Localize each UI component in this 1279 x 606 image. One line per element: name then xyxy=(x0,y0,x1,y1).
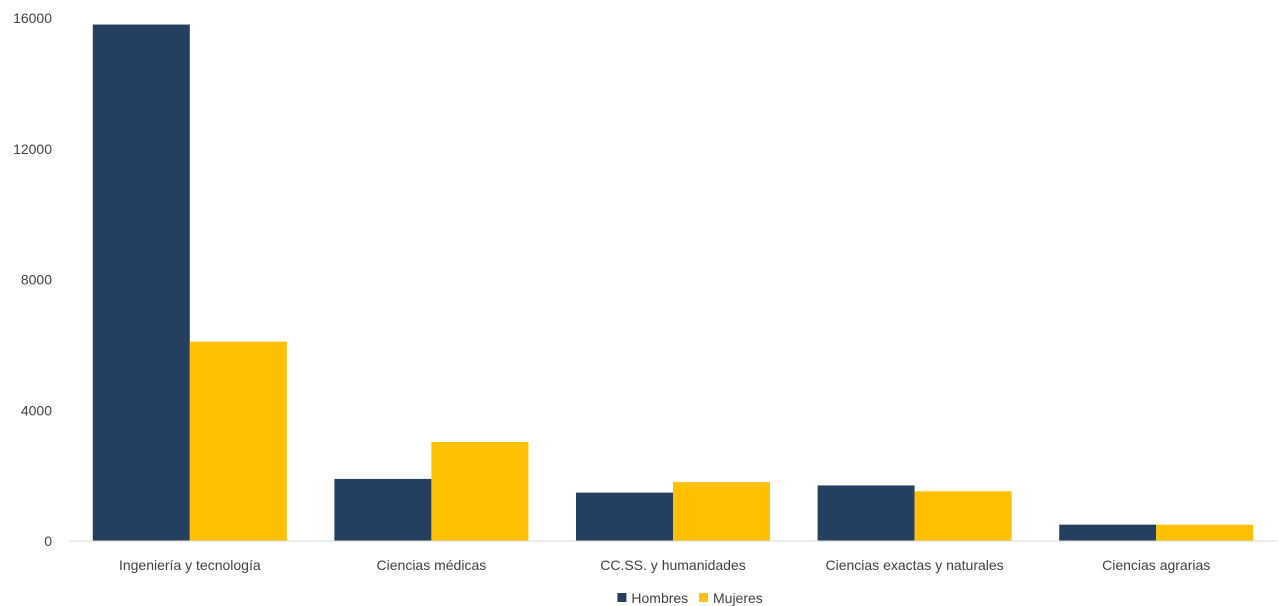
x-tick-label: Ciencias médicas xyxy=(377,557,487,573)
legend-swatch-mujeres xyxy=(699,593,708,602)
bar-hombres xyxy=(817,485,915,541)
legend-label-mujeres: Mujeres xyxy=(713,590,763,606)
bar-mujeres xyxy=(1156,524,1254,541)
y-tick-label: 16000 xyxy=(13,10,52,26)
y-tick-label: 0 xyxy=(44,533,52,549)
legend: Hombres Mujeres xyxy=(617,590,763,606)
y-tick-label: 12000 xyxy=(13,141,52,157)
bars xyxy=(92,24,1254,542)
bar-hombres xyxy=(576,492,673,541)
x-tick-label: Ciencias exactas y naturales xyxy=(825,557,1003,573)
legend-swatch-hombres xyxy=(617,593,627,602)
bar-mujeres xyxy=(673,482,770,541)
y-tick-label: 8000 xyxy=(21,272,52,288)
bar-hombres xyxy=(92,24,190,542)
y-axis-ticks: 0 4000 8000 12000 16000 xyxy=(13,10,52,549)
bar-hombres xyxy=(334,478,432,541)
x-tick-label: CC.SS. y humanidades xyxy=(600,557,746,573)
bar-mujeres xyxy=(431,441,529,541)
bar-mujeres xyxy=(189,341,287,541)
x-tick-label: Ciencias agrarias xyxy=(1102,557,1210,573)
legend-label-hombres: Hombres xyxy=(631,590,688,606)
bar-mujeres xyxy=(914,491,1012,541)
x-tick-label: Ingeniería y tecnología xyxy=(119,557,261,573)
x-axis-labels: Ingeniería y tecnología Ciencias médicas C… xyxy=(119,557,1210,573)
bar-hombres xyxy=(1059,524,1157,541)
y-tick-label: 4000 xyxy=(21,402,52,418)
